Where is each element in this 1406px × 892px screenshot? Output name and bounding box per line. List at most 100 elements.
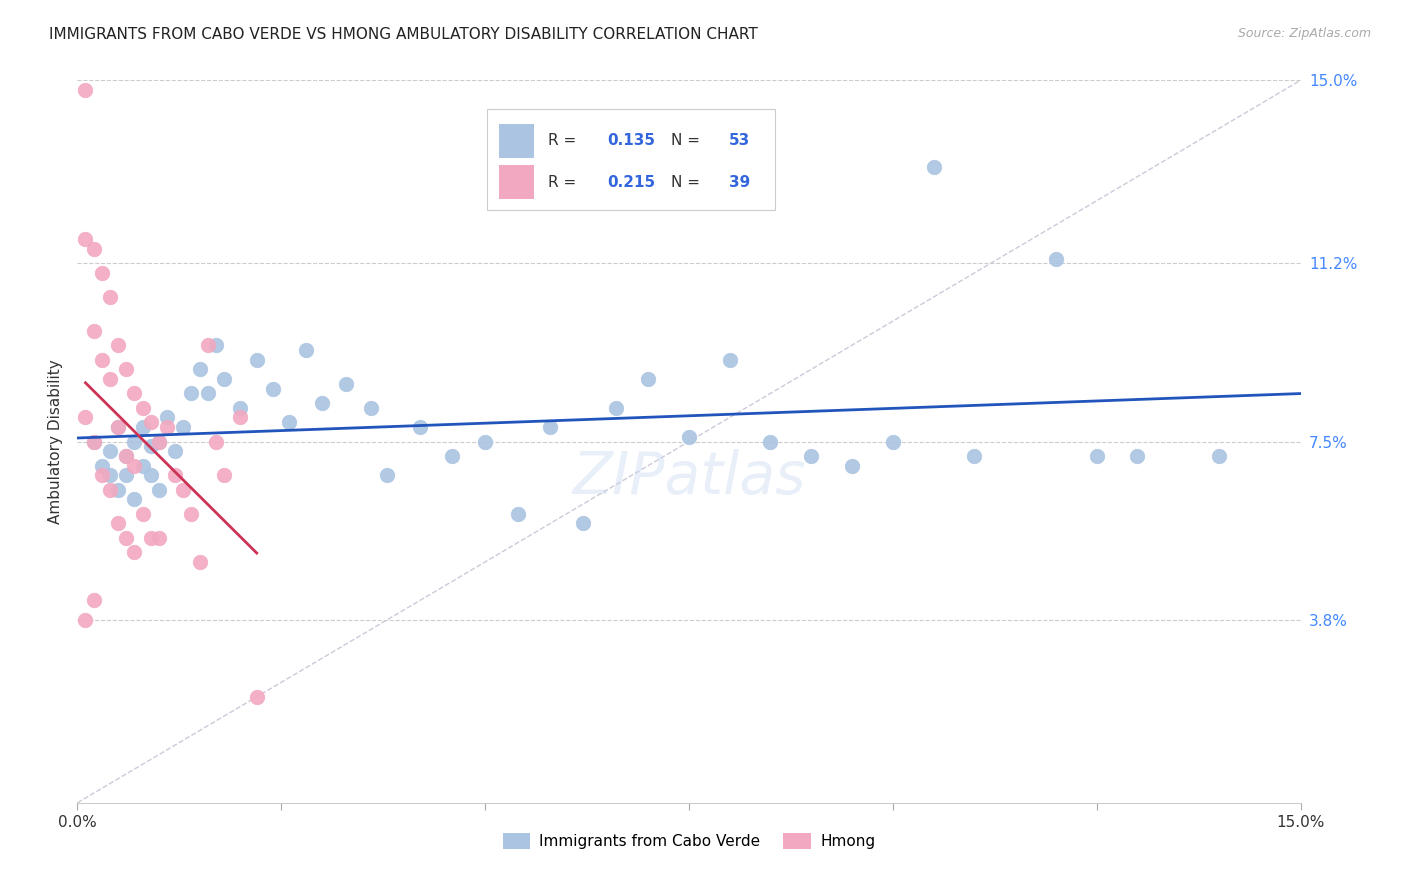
Point <box>1208 449 1230 463</box>
Y-axis label: Ambulatory Disability: Ambulatory Disability <box>48 359 63 524</box>
Point <box>180 507 202 521</box>
Point <box>538 420 561 434</box>
Point <box>83 324 105 338</box>
Point <box>294 343 316 357</box>
Point <box>212 372 235 386</box>
Point <box>637 372 659 386</box>
Point <box>131 507 153 521</box>
Point <box>172 483 194 497</box>
Point <box>205 434 228 449</box>
FancyBboxPatch shape <box>499 124 534 158</box>
Point <box>278 415 301 429</box>
Point <box>75 232 97 246</box>
Point <box>205 338 228 352</box>
Point <box>90 458 112 473</box>
Point <box>572 516 595 531</box>
Point <box>139 439 162 453</box>
Point <box>212 468 235 483</box>
Point <box>1045 252 1067 266</box>
Point <box>1126 449 1149 463</box>
Point <box>124 492 146 507</box>
Point <box>90 468 112 483</box>
Point <box>375 468 398 483</box>
Point <box>180 386 202 401</box>
Point <box>759 434 782 449</box>
Point <box>98 483 121 497</box>
Point <box>131 420 153 434</box>
Point <box>311 396 333 410</box>
Point <box>148 531 170 545</box>
Point <box>800 449 823 463</box>
Point <box>841 458 863 473</box>
Point <box>718 352 741 367</box>
Text: N =: N = <box>671 175 704 190</box>
Text: ZIPatlas: ZIPatlas <box>572 450 806 506</box>
Legend: Immigrants from Cabo Verde, Hmong: Immigrants from Cabo Verde, Hmong <box>495 825 883 856</box>
Point <box>139 531 162 545</box>
Point <box>98 444 121 458</box>
Point <box>172 420 194 434</box>
Point <box>678 430 700 444</box>
Point <box>474 434 496 449</box>
Point <box>148 434 170 449</box>
Point <box>98 372 121 386</box>
Point <box>107 338 129 352</box>
Point <box>188 555 211 569</box>
Point <box>83 242 105 256</box>
Point <box>156 420 179 434</box>
Point <box>115 449 138 463</box>
Point <box>165 468 187 483</box>
Point <box>139 415 162 429</box>
Point <box>107 420 129 434</box>
Text: 0.215: 0.215 <box>607 175 655 190</box>
Point <box>441 449 464 463</box>
Point <box>262 382 284 396</box>
Point <box>98 468 121 483</box>
Point <box>131 458 153 473</box>
Point <box>335 376 357 391</box>
Point <box>148 434 170 449</box>
Point <box>246 690 269 704</box>
Point <box>188 362 211 376</box>
Text: R =: R = <box>548 175 582 190</box>
Text: R =: R = <box>548 134 582 148</box>
Point <box>124 386 146 401</box>
Point <box>124 545 146 559</box>
Point <box>107 420 129 434</box>
Point <box>115 468 138 483</box>
Point <box>409 420 432 434</box>
Point <box>229 401 252 415</box>
Point <box>156 410 179 425</box>
Point <box>197 338 219 352</box>
Point <box>139 468 162 483</box>
Point <box>165 444 187 458</box>
Point <box>506 507 529 521</box>
Point <box>75 83 97 97</box>
Point <box>75 410 97 425</box>
Text: Source: ZipAtlas.com: Source: ZipAtlas.com <box>1237 27 1371 40</box>
Point <box>1085 449 1108 463</box>
Point <box>115 362 138 376</box>
Point <box>148 483 170 497</box>
Point <box>115 531 138 545</box>
Point <box>963 449 986 463</box>
Point <box>605 401 627 415</box>
Point <box>131 401 153 415</box>
Point <box>246 352 269 367</box>
Point <box>83 434 105 449</box>
Text: N =: N = <box>671 134 704 148</box>
Point <box>83 434 105 449</box>
Point <box>115 449 138 463</box>
Point <box>124 434 146 449</box>
Point <box>107 516 129 531</box>
Text: 0.135: 0.135 <box>607 134 655 148</box>
Point <box>922 160 945 174</box>
Text: IMMIGRANTS FROM CABO VERDE VS HMONG AMBULATORY DISABILITY CORRELATION CHART: IMMIGRANTS FROM CABO VERDE VS HMONG AMBU… <box>49 27 758 42</box>
Point <box>90 266 112 280</box>
Point <box>107 483 129 497</box>
Point <box>90 352 112 367</box>
Text: 53: 53 <box>730 134 751 148</box>
Point <box>75 613 97 627</box>
Point <box>882 434 904 449</box>
FancyBboxPatch shape <box>499 165 534 200</box>
